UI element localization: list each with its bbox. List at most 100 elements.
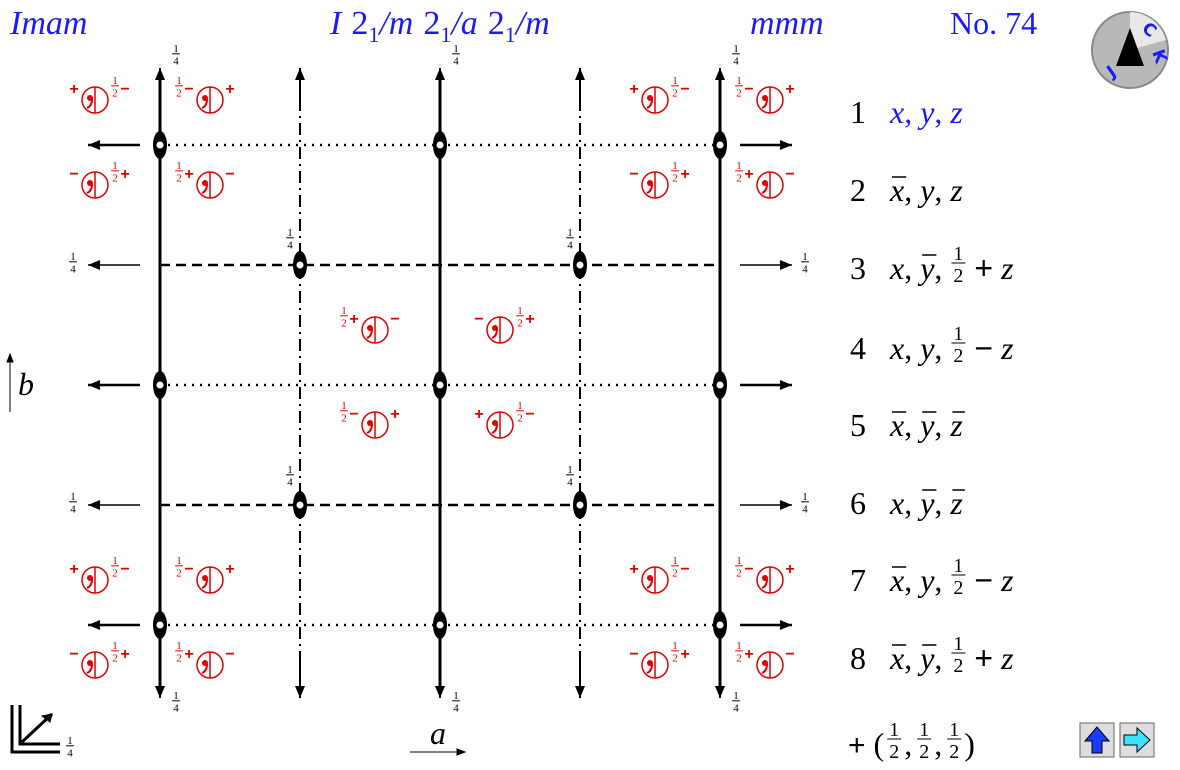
height-half-den: 2	[517, 317, 523, 329]
screw-sub: 1	[368, 22, 379, 47]
height-sign: +	[785, 561, 794, 578]
enantiomorph-tail	[761, 98, 768, 109]
arrow-head	[88, 500, 100, 510]
quarter-height-num: 1	[453, 690, 459, 702]
height-sign: +	[474, 406, 483, 423]
enantiomorph-tail	[646, 98, 653, 109]
height-half-num: 1	[341, 305, 347, 317]
height-sign: −	[120, 81, 129, 98]
height-half-den: 2	[341, 317, 347, 329]
arrow-head	[780, 140, 792, 150]
coord-symbol: z	[949, 94, 963, 130]
height-half-den: 2	[176, 172, 182, 184]
twofold-screw-dot	[296, 501, 304, 509]
twofold-screw-dot	[716, 621, 724, 629]
height-sign: −	[120, 561, 129, 578]
coord-op: −	[974, 330, 993, 366]
position-number: 1	[850, 94, 866, 130]
height-half-num: 1	[341, 400, 347, 412]
coord-half-den: 2	[953, 265, 963, 287]
arrow-head	[715, 68, 725, 80]
arrow-head	[155, 68, 165, 80]
height-sign: +	[225, 81, 234, 98]
quarter-height-den: 4	[802, 503, 808, 515]
screw-sub: 1	[440, 22, 451, 47]
position-number: 6	[850, 485, 866, 521]
height-half-den: 2	[736, 652, 742, 664]
enantiomorph-tail	[761, 183, 768, 194]
height-sign: −	[474, 311, 483, 328]
arrow-head	[295, 686, 305, 698]
nav-next-icon[interactable]	[1123, 726, 1151, 754]
height-sign: +	[390, 406, 399, 423]
enantiomorph-tail	[201, 98, 208, 109]
separator: ,	[904, 562, 912, 598]
nav-up-icon[interactable]	[1083, 726, 1111, 754]
coord-symbol: y	[917, 94, 935, 130]
height-half-num: 1	[176, 160, 182, 172]
height-half-num: 1	[672, 640, 678, 652]
coord-symbol: z	[949, 407, 963, 443]
coord-symbol: x	[889, 485, 904, 521]
height-half-num: 1	[176, 555, 182, 567]
twofold-screw-dot	[436, 621, 444, 629]
twofold-screw-dot	[436, 381, 444, 389]
coord-half-num: 1	[953, 323, 963, 345]
height-sign: +	[785, 81, 794, 98]
height-half-den: 2	[672, 172, 678, 184]
navigation	[1079, 722, 1155, 758]
twofold-screw-dot	[436, 141, 444, 149]
centering-half-num: 1	[949, 719, 959, 741]
arrow-head	[715, 686, 725, 698]
coord-symbol: y	[917, 485, 935, 521]
coord-symbol: x	[889, 640, 904, 676]
height-sign: +	[525, 311, 534, 328]
position-number: 4	[850, 330, 866, 366]
height-sign: −	[680, 81, 689, 98]
height-sign: −	[69, 646, 78, 663]
coord-symbol: x	[889, 250, 904, 286]
height-half-num: 1	[517, 400, 523, 412]
axis-arrowheads	[6, 352, 467, 756]
centering-close: )	[964, 726, 975, 762]
twofold-screw-dot	[156, 141, 164, 149]
arrow-head	[435, 686, 445, 698]
arrow-head	[88, 140, 100, 150]
height-sign: −	[785, 166, 794, 183]
position-number: 8	[850, 640, 866, 676]
coord-half-num: 1	[953, 633, 963, 655]
height-half-num: 1	[517, 305, 523, 317]
height-half-den: 2	[736, 87, 742, 99]
enantiomorph-tail	[646, 663, 653, 674]
coord-op: +	[974, 250, 993, 286]
quarter-height-den: 4	[173, 55, 179, 67]
height-sign: +	[225, 561, 234, 578]
arrow-head	[155, 686, 165, 698]
coord-symbol: x	[889, 172, 904, 208]
separator: ,	[904, 94, 912, 130]
height-half-num: 1	[176, 640, 182, 652]
height-sign: +	[184, 646, 193, 663]
coord-half-den: 2	[953, 577, 963, 599]
height-half-den: 2	[112, 652, 118, 664]
height-half-num: 1	[672, 160, 678, 172]
enantiomorph-tail	[201, 183, 208, 194]
separator: ,	[934, 250, 942, 286]
arrow-head	[575, 686, 585, 698]
height-half-den: 2	[517, 412, 523, 424]
quarter-height-num: 1	[802, 251, 808, 263]
height-sign: +	[120, 646, 129, 663]
height-sign: +	[184, 166, 193, 183]
quarter-height-den: 4	[173, 702, 179, 714]
enantiomorph-tail	[366, 423, 373, 434]
coord-symbol: y	[917, 562, 935, 598]
screw-sub: 1	[505, 22, 516, 47]
quarter-height-den: 4	[287, 476, 293, 488]
logo-triangle	[1116, 28, 1144, 66]
height-half-num: 1	[672, 555, 678, 567]
height-sign: +	[120, 166, 129, 183]
height-sign: +	[629, 561, 638, 578]
coord-symbol: z	[1000, 562, 1014, 598]
separator: ,	[934, 562, 942, 598]
